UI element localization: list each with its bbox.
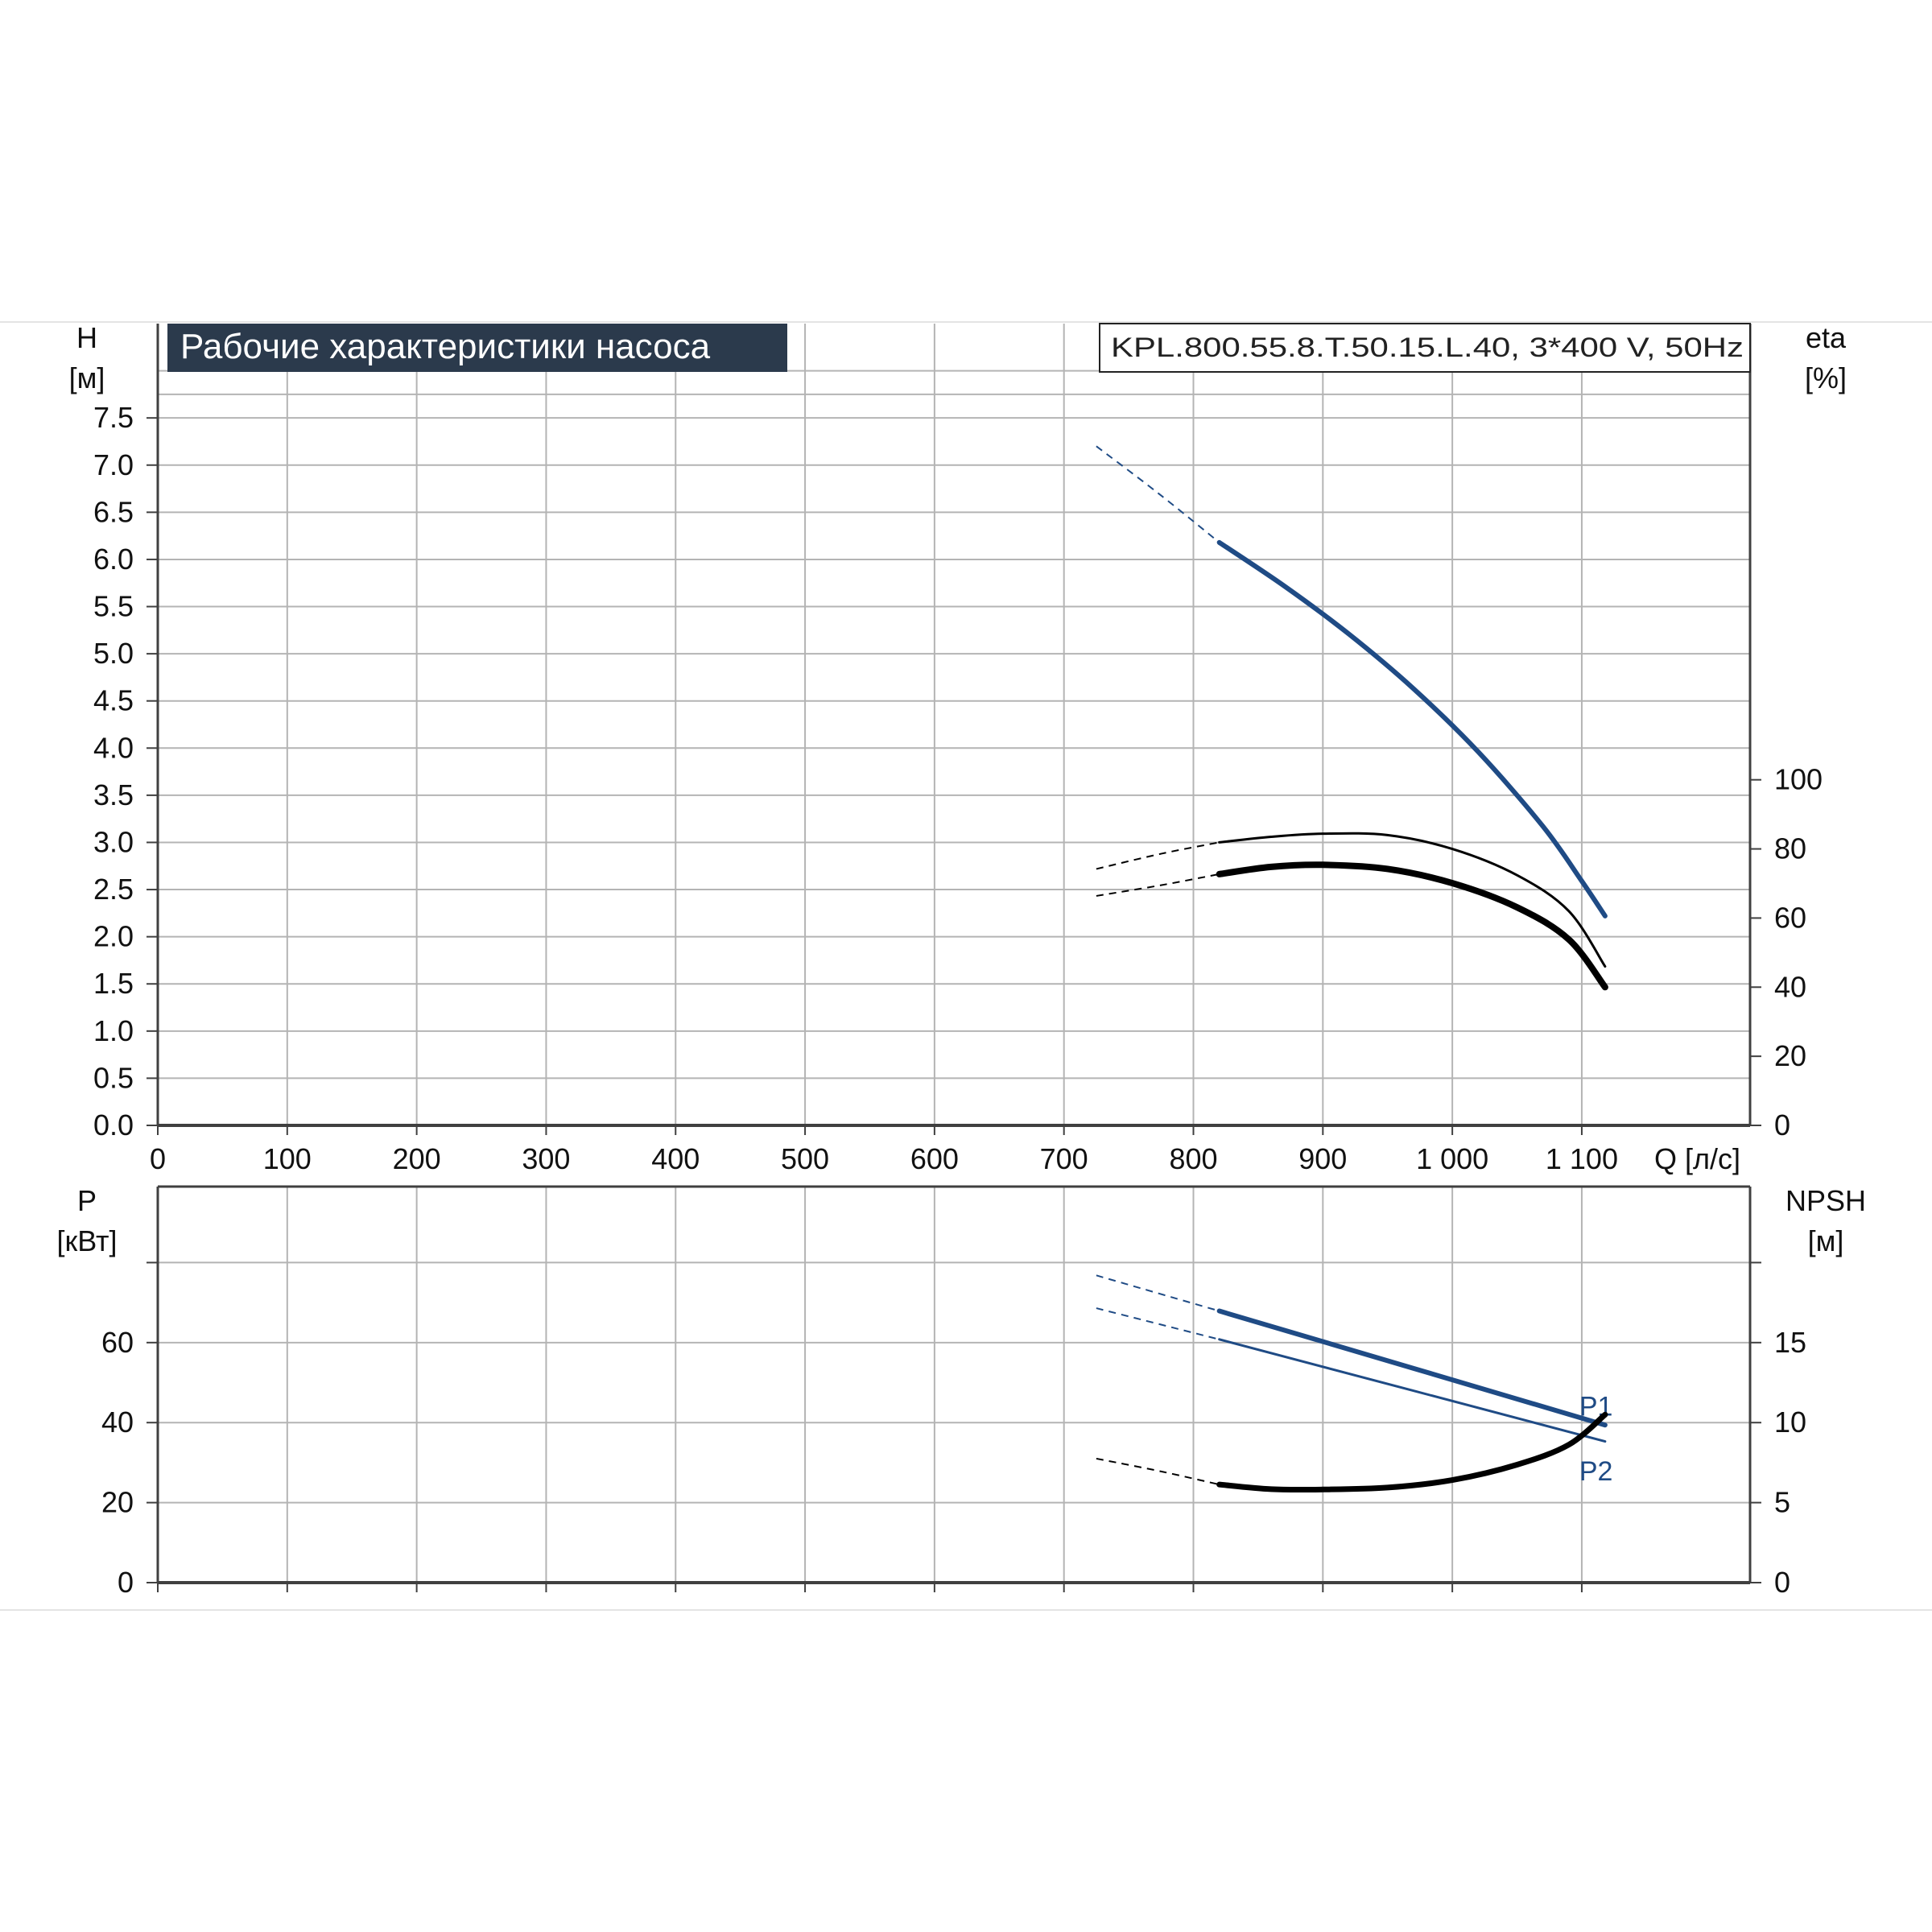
y-right-tick-label: 40 [1774, 970, 1806, 1003]
y-left-tick-label: 0.0 [93, 1108, 134, 1141]
y-right-axis-label: NPSH [1785, 1184, 1866, 1217]
y-right-axis-unit: [%] [1805, 361, 1847, 394]
series-p2-line [1218, 1338, 1607, 1443]
series-3-dashed-line [1096, 873, 1220, 897]
y-left-axis-unit: [кВт] [56, 1224, 117, 1257]
x-tick-label: 700 [1040, 1142, 1088, 1175]
page-title: Рабочие характеристики насоса [180, 327, 711, 366]
x-tick-label: 800 [1169, 1142, 1217, 1175]
x-tick-label: 400 [651, 1142, 700, 1175]
x-tick-label: 200 [393, 1142, 441, 1175]
series-p1-dashed-line [1096, 1274, 1220, 1312]
series-3-dashed-line [1096, 1457, 1220, 1486]
series-p2-label: P2 [1579, 1456, 1613, 1487]
y-left-tick-label: 5.5 [93, 590, 134, 623]
series-p1-label: P1 [1579, 1391, 1613, 1422]
x-tick-label: 900 [1298, 1142, 1347, 1175]
series-2-dashed-line [1096, 841, 1220, 870]
y-left-tick-label: 60 [101, 1326, 134, 1359]
x-tick-label: 100 [263, 1142, 312, 1175]
y-left-axis-label: H [76, 321, 97, 354]
y-right-tick-label: 0 [1774, 1108, 1790, 1141]
series-1-dashed-line [1096, 445, 1220, 543]
y-left-axis-unit: [м] [69, 361, 105, 394]
y-left-tick-label: 2.0 [93, 920, 134, 953]
x-tick-label: 600 [910, 1142, 959, 1175]
x-axis-label: Q [л/с] [1654, 1142, 1740, 1175]
x-tick-label: 0 [150, 1142, 166, 1175]
y-left-tick-label: 4.5 [93, 684, 134, 717]
bottom-plot: 0 20 40 60 0 5 10 15 P [кВт] NPSH [м] P1 P2 [56, 1184, 1866, 1599]
y-right-tick-label: 60 [1774, 901, 1806, 934]
y-left-tick-label: 1.5 [93, 967, 134, 1000]
y-right-tick-label: 0 [1774, 1566, 1790, 1599]
y-left-tick-label: 1.0 [93, 1014, 134, 1047]
series-3-line [1216, 861, 1608, 991]
series-2-line [1218, 832, 1607, 968]
y-left-tick-label: 4.0 [93, 731, 134, 764]
x-tick-label: 1 100 [1546, 1142, 1618, 1175]
y-left-tick-label: 5.0 [93, 637, 134, 670]
y-left-tick-label: 3.5 [93, 778, 134, 811]
y-right-tick-label: 80 [1774, 832, 1806, 865]
y-left-tick-label: 6.5 [93, 495, 134, 528]
y-left-tick-label: 40 [101, 1406, 134, 1439]
y-right-axis-unit: [м] [1808, 1224, 1844, 1257]
x-tick-label: 300 [522, 1142, 570, 1175]
y-left-tick-label: 7.5 [93, 401, 134, 434]
series-p2-dashed-line [1096, 1307, 1220, 1340]
y-left-tick-label: 3.0 [93, 825, 134, 858]
y-left-axis-label: P [77, 1184, 97, 1217]
y-right-tick-label: 10 [1774, 1406, 1806, 1439]
series-1-line [1216, 539, 1608, 919]
y-right-tick-label: 20 [1774, 1039, 1806, 1072]
model-label: KPL.800.55.8.T.50.15.L.40, 3*400 V, 50Hz [1111, 332, 1744, 363]
y-left-tick-label: 2.5 [93, 873, 134, 906]
y-left-tick-label: 0.5 [93, 1061, 134, 1094]
model-label-box [1099, 323, 1751, 373]
y-left-tick-label: 0 [118, 1566, 134, 1599]
y-right-tick-label: 5 [1774, 1486, 1790, 1519]
top-plot: 0 100 200 300 400 500 600 700 800 900 1 000 1 100 Q … [69, 321, 1847, 1175]
y-left-tick-label: 7.0 [93, 448, 134, 481]
y-right-axis-label: eta [1806, 321, 1847, 354]
x-tick-label: 1 000 [1416, 1142, 1488, 1175]
x-tick-label: 500 [781, 1142, 829, 1175]
y-left-tick-label: 6.0 [93, 543, 134, 576]
y-left-tick-label: 20 [101, 1486, 134, 1519]
series-p1-line [1216, 1308, 1608, 1428]
title-badge [167, 324, 787, 372]
y-right-tick-label: 15 [1774, 1326, 1806, 1359]
series-3-line [1216, 1411, 1608, 1493]
y-right-tick-label: 100 [1774, 763, 1823, 796]
